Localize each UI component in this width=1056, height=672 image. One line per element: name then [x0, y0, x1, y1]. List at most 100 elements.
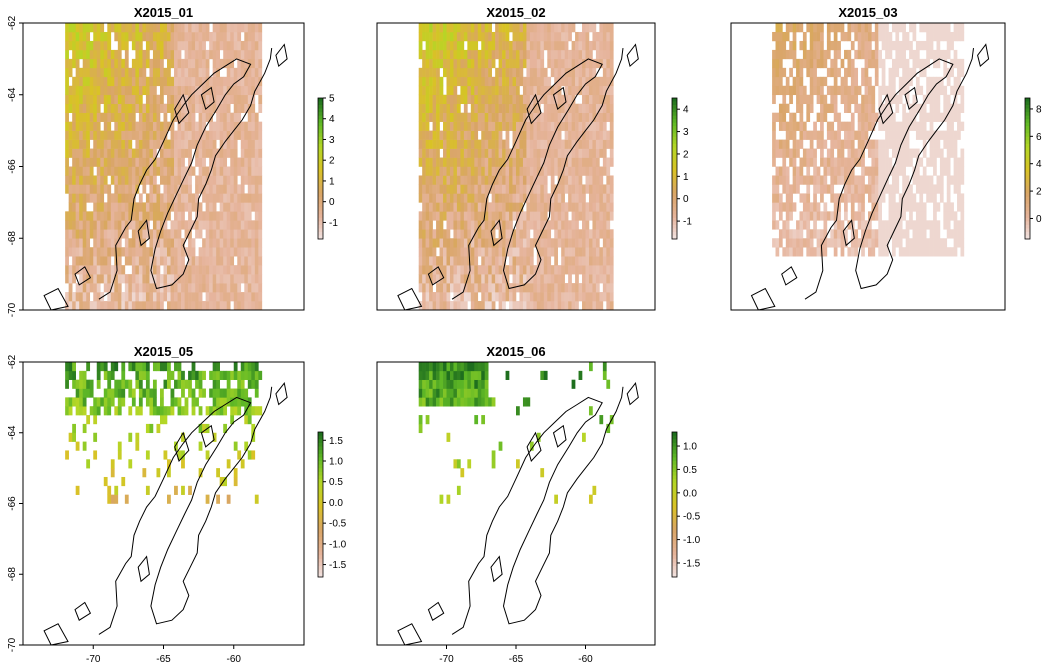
- raster-cell: [543, 202, 548, 212]
- raster-cell: [135, 67, 140, 78]
- raster-cell: [110, 76, 115, 87]
- raster-cell: [775, 23, 780, 33]
- raster-cell: [142, 175, 147, 185]
- raster-cell: [170, 184, 175, 194]
- raster-cell: [526, 121, 531, 131]
- raster-cell: [933, 220, 937, 230]
- raster-cell: [463, 23, 468, 33]
- raster-cell: [251, 175, 256, 185]
- raster-cell: [117, 175, 122, 185]
- raster-cell: [488, 130, 492, 140]
- raster-cell: [107, 40, 112, 51]
- raster-cell: [792, 229, 797, 239]
- raster-cell: [103, 247, 108, 257]
- raster-cell: [79, 301, 84, 310]
- raster-cell: [247, 193, 252, 203]
- raster-cell: [68, 58, 73, 69]
- raster-cell: [89, 23, 94, 33]
- raster-cell: [477, 58, 482, 69]
- raster-cell: [922, 67, 927, 78]
- raster-cell: [251, 450, 256, 460]
- raster-cell: [230, 130, 235, 140]
- raster-cell: [429, 211, 433, 221]
- raster-cell: [443, 49, 447, 60]
- panel-title: X2015_02: [486, 5, 545, 20]
- raster-cell: [107, 112, 112, 122]
- raster-cell: [874, 157, 879, 167]
- raster-cell: [181, 450, 185, 460]
- raster-cell: [205, 274, 210, 284]
- raster-cell: [939, 238, 944, 248]
- raster-cell: [96, 148, 101, 158]
- raster-cell: [110, 362, 115, 372]
- raster-cell: [484, 238, 489, 248]
- raster-cell: [599, 139, 604, 149]
- legend-swatch: [318, 189, 323, 194]
- raster-cell: [240, 103, 245, 113]
- raster-cell: [953, 220, 958, 230]
- raster-cell: [960, 247, 965, 257]
- raster-cell: [526, 112, 531, 122]
- raster-cell: [474, 76, 479, 87]
- raster-cell: [251, 283, 256, 293]
- raster-cell: [561, 157, 565, 167]
- raster-cell: [142, 274, 147, 284]
- raster-cell: [121, 362, 126, 372]
- raster-cell: [470, 301, 475, 310]
- raster-cell: [933, 112, 937, 122]
- raster-cell: [509, 301, 513, 310]
- raster-cell: [609, 184, 614, 194]
- raster-cell: [82, 283, 87, 293]
- raster-cell: [149, 157, 154, 167]
- raster-cell: [467, 31, 472, 42]
- raster-cell: [575, 202, 579, 212]
- raster-cell: [909, 202, 913, 212]
- raster-cell: [240, 49, 245, 60]
- raster-cell: [519, 193, 524, 203]
- raster-cell: [135, 220, 140, 230]
- raster-cell: [65, 274, 69, 284]
- legend-swatch: [672, 217, 677, 222]
- raster-cell: [874, 76, 879, 87]
- raster-cell: [103, 238, 108, 248]
- raster-cell: [946, 49, 951, 60]
- raster-cell: [443, 103, 447, 113]
- raster-cell: [606, 211, 611, 221]
- raster-cell: [467, 274, 472, 284]
- raster-cell: [135, 370, 140, 380]
- raster-cell: [484, 49, 489, 60]
- raster-cell: [167, 139, 171, 149]
- raster-cell: [418, 148, 423, 158]
- raster-cell: [481, 85, 486, 96]
- raster-cell: [830, 121, 835, 131]
- raster-cell: [258, 256, 263, 266]
- legend-swatch: [672, 122, 677, 127]
- raster-cell: [772, 58, 776, 69]
- raster-cell: [86, 211, 91, 221]
- raster-cell: [816, 23, 821, 33]
- raster-cell: [152, 31, 157, 42]
- raster-cell: [571, 49, 576, 60]
- raster-cell: [128, 301, 133, 310]
- raster-cell: [529, 157, 534, 167]
- raster-cell: [443, 166, 447, 176]
- raster-cell: [237, 229, 242, 239]
- raster-cell: [110, 85, 115, 96]
- raster-cell: [785, 139, 790, 149]
- raster-cell: [909, 103, 913, 113]
- raster-cell: [823, 49, 828, 60]
- raster-cell: [902, 211, 906, 221]
- raster-cell: [121, 274, 126, 284]
- raster-cell: [198, 423, 203, 434]
- raster-cell: [857, 184, 862, 194]
- raster-cell: [177, 148, 182, 158]
- raster-cell: [195, 397, 199, 407]
- raster-cell: [509, 23, 513, 33]
- raster-cell: [103, 370, 108, 380]
- raster-cell: [247, 238, 252, 248]
- raster-cell: [470, 23, 475, 33]
- raster-cell: [247, 202, 252, 212]
- raster-cell: [79, 379, 84, 389]
- raster-cell: [244, 415, 249, 425]
- raster-cell: [609, 40, 614, 51]
